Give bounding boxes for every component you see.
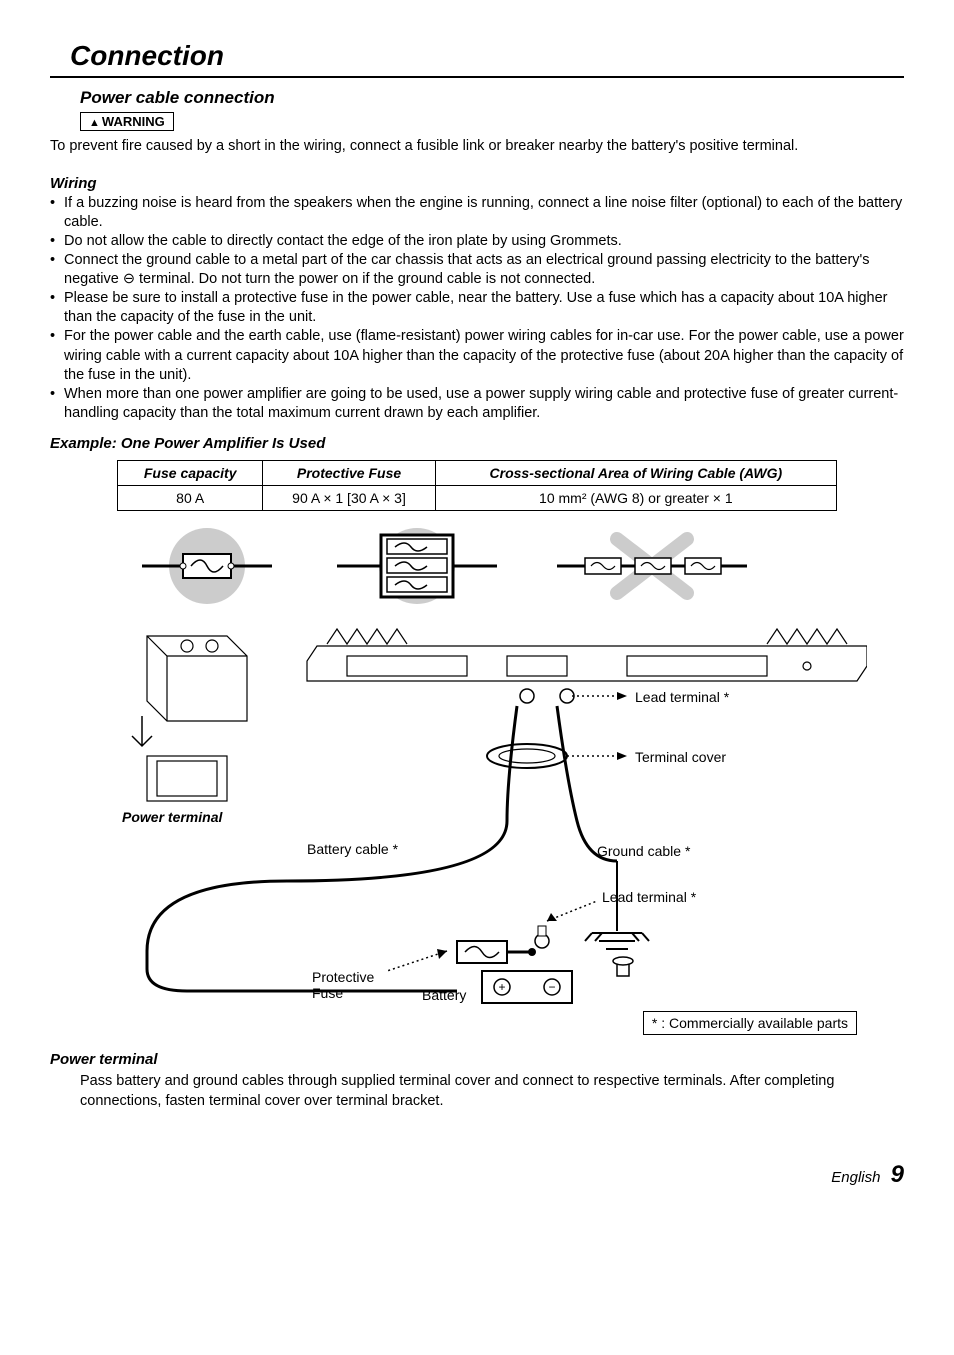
table-header: Cross-sectional Area of Wiring Cable (AW…: [435, 461, 836, 486]
protective-fuse-label: Protective Fuse: [312, 969, 374, 1001]
wiring-bullet: Please be sure to install a protective f…: [50, 289, 904, 327]
diagram-svg: + −: [87, 521, 867, 1051]
battery-cable-label: Battery cable *: [307, 841, 398, 857]
warning-box: ▲WARNING: [80, 112, 174, 131]
warning-triangle-icon: ▲: [89, 117, 100, 129]
wiring-heading: Wiring: [50, 175, 904, 192]
title-rule: [50, 76, 904, 78]
footer-language: English: [831, 1169, 880, 1186]
intro-text: To prevent fire caused by a short in the…: [50, 137, 904, 157]
table-cell: 10 mm² (AWG 8) or greater × 1: [435, 486, 836, 511]
wiring-bullet: When more than one power amplifier are g…: [50, 385, 904, 423]
lead-terminal-label-2: Lead terminal *: [602, 889, 696, 905]
wiring-diagram: + − Power terminal Battery cable * Lead …: [87, 521, 867, 1051]
battery-label: Battery: [422, 987, 466, 1003]
table-row: 80 A 90 A × 1 [30 A × 3] 10 mm² (AWG 8) …: [118, 486, 837, 511]
power-terminal-heading: Power terminal: [50, 1051, 904, 1068]
table-header: Protective Fuse: [263, 461, 435, 486]
table-cell: 80 A: [118, 486, 263, 511]
page-footer: English 9: [50, 1161, 904, 1189]
power-terminal-text: Pass battery and ground cables through s…: [80, 1072, 904, 1111]
svg-text:−: −: [548, 980, 555, 994]
example-heading: Example: One Power Amplifier Is Used: [50, 435, 904, 452]
table-header: Fuse capacity: [118, 461, 263, 486]
wiring-bullet: For the power cable and the earth cable,…: [50, 327, 904, 384]
wiring-bullet: If a buzzing noise is heard from the spe…: [50, 194, 904, 232]
page-title: Connection: [70, 40, 904, 72]
power-terminal-label: Power terminal: [122, 809, 222, 825]
wiring-bullet-list: If a buzzing noise is heard from the spe…: [50, 194, 904, 424]
terminal-cover-label: Terminal cover: [635, 749, 726, 765]
fuse-table: Fuse capacity Protective Fuse Cross-sect…: [117, 460, 837, 511]
ground-cable-label: Ground cable *: [597, 843, 690, 859]
warning-label: WARNING: [102, 114, 165, 129]
table-header-row: Fuse capacity Protective Fuse Cross-sect…: [118, 461, 837, 486]
footer-page-number: 9: [891, 1161, 904, 1188]
table-cell: 90 A × 1 [30 A × 3]: [263, 486, 435, 511]
wiring-bullet: Connect the ground cable to a metal part…: [50, 251, 904, 289]
svg-text:+: +: [498, 980, 505, 994]
wiring-bullet: Do not allow the cable to directly conta…: [50, 232, 904, 251]
lead-terminal-label-1: Lead terminal *: [635, 689, 729, 705]
legend-box: * : Commercially available parts: [643, 1011, 857, 1035]
section-title: Power cable connection: [80, 88, 904, 108]
